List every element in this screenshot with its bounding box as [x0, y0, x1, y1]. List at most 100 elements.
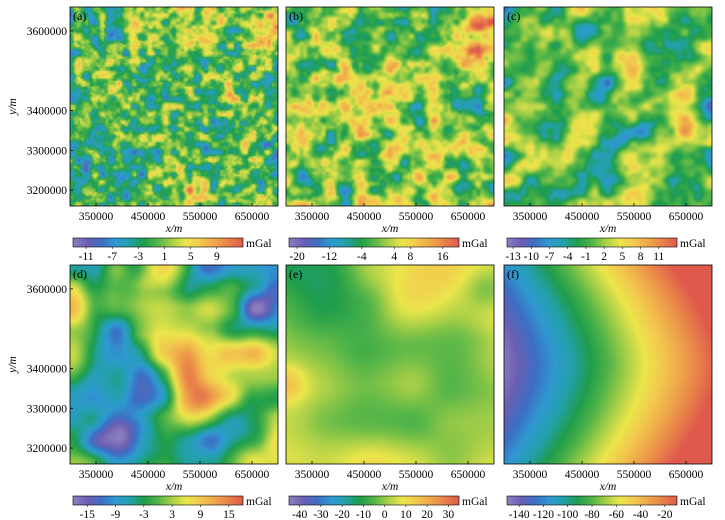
x-tick-label: 550000 [399, 211, 434, 223]
colorbar [72, 237, 244, 248]
colorbar-tick-label: -10 [356, 509, 372, 520]
colorbar-tick-label: -60 [609, 509, 625, 520]
colorbar-tick-label: -140 [509, 509, 530, 520]
heatmap-field [504, 7, 712, 206]
colorbar-tick-label: -3 [134, 251, 144, 263]
colorbar-tick-label: -10 [524, 251, 540, 263]
panel-label: (f) [507, 267, 519, 281]
x-tick-label: 350000 [513, 469, 548, 481]
colorbar [72, 495, 244, 506]
x-tick-label: 650000 [669, 211, 704, 223]
x-tick-label: 450000 [565, 469, 600, 481]
x-tick-label: 450000 [347, 469, 382, 481]
x-axis-label: x/m [165, 481, 183, 493]
x-tick-label: 550000 [617, 469, 652, 481]
colorbar-tick-label: -9 [111, 509, 121, 520]
colorbar-tick-label: -120 [533, 509, 554, 520]
panel-b: (b) 350000 450000 550000 650000 x/m mGal -20 -12… [285, 6, 495, 263]
colorbar-tick-label: -15 [79, 509, 95, 520]
x-axis-label: x/m [165, 223, 183, 235]
colorbar-tick-label: 8 [408, 251, 414, 263]
colorbar-unit: mGal [246, 238, 272, 250]
x-tick-label: 550000 [617, 211, 652, 223]
colorbar-tick-label: 9 [214, 251, 220, 263]
colorbar-tick-label: -4 [563, 251, 573, 263]
plot-frame [285, 264, 495, 465]
colorbar-tick-label: -40 [292, 509, 308, 520]
y-tick-label: 3300000 [27, 145, 68, 157]
colorbar-tick-label: -80 [584, 509, 600, 520]
x-tick-label: 450000 [131, 211, 166, 223]
colorbar-tick-label: -30 [313, 509, 329, 520]
colorbar-tick-label: 1 [162, 251, 168, 263]
y-tick-label: 3300000 [27, 403, 68, 415]
y-tick-label: 3400000 [27, 105, 68, 117]
plot-frame [285, 6, 495, 207]
colorbar-tick-label: -20 [334, 509, 350, 520]
x-tick-label: 650000 [235, 211, 270, 223]
y-axis-label: y/m [7, 356, 19, 374]
x-tick-label: 650000 [669, 469, 704, 481]
plot-frame [69, 6, 279, 207]
x-tick-label: 350000 [295, 211, 330, 223]
colorbar-tick-label: 15 [223, 509, 235, 520]
colorbar-tick-label: 5 [619, 251, 625, 263]
y-tick-label: 3200000 [27, 185, 68, 197]
plot-frame [69, 264, 279, 465]
colorbar-tick-label: -20 [289, 251, 305, 263]
heatmap-field [504, 265, 712, 464]
x-tick-label: 550000 [183, 469, 218, 481]
x-tick-label: 350000 [79, 469, 114, 481]
x-tick-label: 450000 [131, 469, 166, 481]
panel-label: (d) [73, 267, 87, 281]
plot-frame [503, 264, 713, 465]
x-tick-label: 650000 [235, 469, 270, 481]
colorbar-tick-label: 20 [421, 509, 433, 520]
panel-e: (e) 350000 450000 550000 650000 x/m mGal -40 -30… [285, 264, 495, 520]
panel-c: (c) 350000 450000 550000 650000 x/m mGal -13 -10… [503, 6, 713, 263]
colorbar-tick-label: 5 [188, 251, 194, 263]
colorbar-tick-label: -12 [322, 251, 338, 263]
colorbar [288, 237, 460, 248]
colorbar-unit: mGal [462, 238, 488, 250]
colorbar-tick-label: 11 [653, 251, 664, 263]
y-tick-label: 3200000 [27, 443, 68, 455]
colorbar-tick-label: 4 [391, 251, 397, 263]
y-tick-label: 3600000 [27, 26, 68, 38]
x-tick-label: 350000 [295, 469, 330, 481]
x-tick-label: 450000 [565, 211, 600, 223]
x-tick-label: 650000 [451, 211, 486, 223]
heatmap-field [70, 7, 278, 206]
colorbar [288, 495, 460, 506]
colorbar-tick-label: 10 [400, 509, 412, 520]
colorbar-tick-label: -4 [357, 251, 367, 263]
panel-label: (c) [507, 9, 520, 23]
x-tick-label: 350000 [513, 211, 548, 223]
x-tick-label: 350000 [79, 211, 114, 223]
heatmap-field [70, 265, 278, 464]
colorbar-unit: mGal [462, 496, 488, 508]
x-axis-label: x/m [381, 223, 399, 235]
colorbar [506, 495, 678, 506]
colorbar-tick-label: -1 [581, 251, 591, 263]
colorbar-tick-label: 9 [198, 509, 204, 520]
x-axis-label: x/m [599, 223, 617, 235]
panel-label: (b) [289, 9, 303, 23]
colorbar-tick-label: 3 [169, 509, 175, 520]
panel-label: (a) [73, 9, 86, 23]
colorbar-tick-label: 30 [443, 509, 455, 520]
panel-d: (d) 350000 450000 550000 650000 x/m 3600000 340… [7, 264, 279, 520]
x-axis-label: x/m [381, 481, 399, 493]
heatmap-field [286, 7, 494, 206]
y-tick-label: 3400000 [27, 363, 68, 375]
colorbar [506, 237, 678, 248]
x-tick-label: 650000 [451, 469, 486, 481]
y-axis-label: y/m [7, 98, 19, 116]
y-tick-label: 3600000 [27, 284, 68, 296]
colorbar-tick-label: 16 [437, 251, 449, 263]
x-tick-label: 550000 [183, 211, 218, 223]
colorbar-tick-label: -7 [545, 251, 555, 263]
panel-a: (a) 350000 450000 550000 650000 x/m 3600000 340… [7, 6, 279, 263]
colorbar-tick-label: -20 [657, 509, 673, 520]
